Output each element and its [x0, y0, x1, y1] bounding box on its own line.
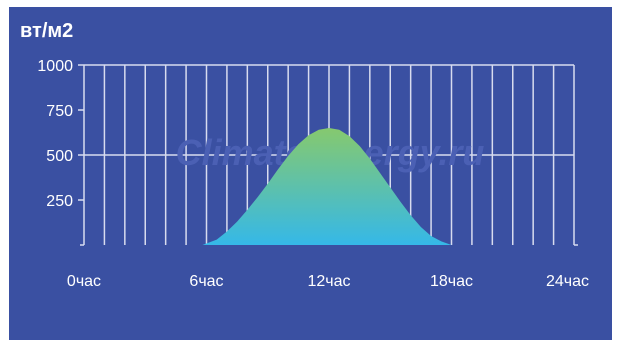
x-tick-label: 18час — [430, 273, 473, 290]
series-area — [202, 128, 452, 245]
x-tick-label: 6час — [189, 273, 223, 290]
y-tick-label: 1000 — [37, 58, 73, 75]
x-axis-ticks: 0час 6час 12час 18час 24час — [67, 273, 589, 290]
x-tick-label: 0час — [67, 273, 101, 290]
y-tick-label: 250 — [46, 193, 73, 210]
radiation-area — [202, 128, 452, 245]
y-tick-label: 500 — [46, 148, 73, 165]
x-tick-label: 12час — [307, 273, 350, 290]
y-axis-ticks: 1000 750 500 250 — [37, 58, 73, 210]
chart-title: вт/м2 — [20, 20, 73, 42]
x-tick-label: 24час — [546, 273, 589, 290]
y-tick-label: 750 — [46, 103, 73, 120]
